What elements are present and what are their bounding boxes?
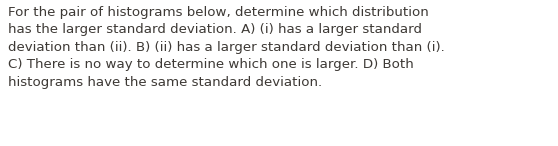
Text: For the pair of histograms below, determine which distribution
has the larger st: For the pair of histograms below, determ… [8,6,445,89]
